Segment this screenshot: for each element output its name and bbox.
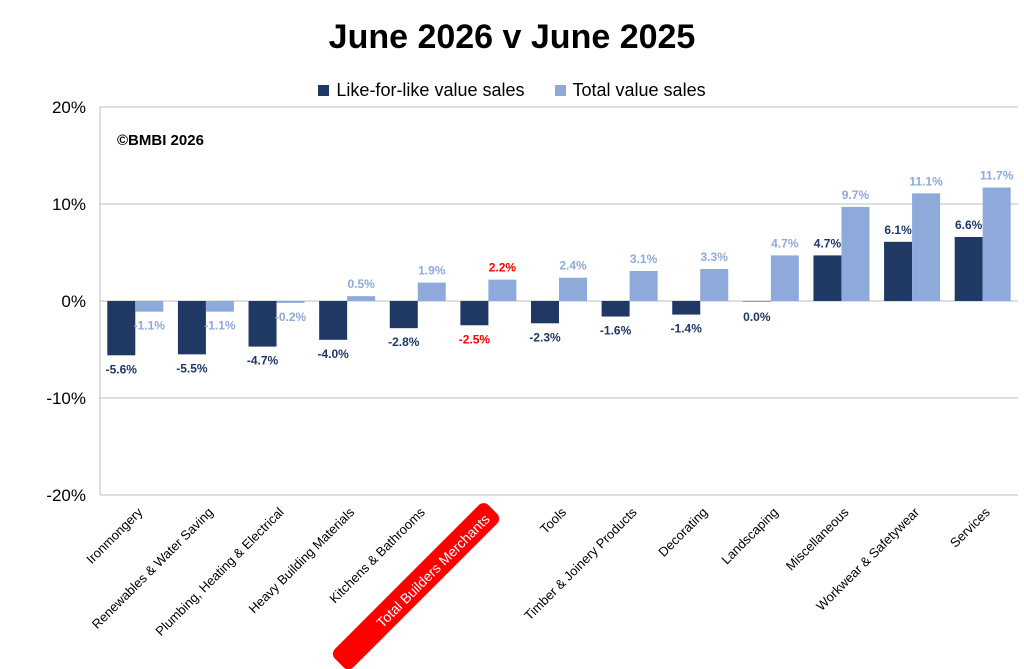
y-tick-label: 20% xyxy=(52,98,86,117)
bar-total-value xyxy=(700,268,729,301)
bar-total-value xyxy=(982,187,1011,301)
x-tick-label: Plumbing, Heating & Electrical xyxy=(152,504,286,638)
y-tick-label: 10% xyxy=(52,195,86,214)
bar-total-value xyxy=(770,255,799,301)
data-label: 11.7% xyxy=(980,169,1014,183)
data-label: -1.4% xyxy=(671,322,703,336)
copyright-text: ©BMBI 2026 xyxy=(117,132,204,149)
bar-like-for-like xyxy=(954,236,983,301)
bar-like-for-like xyxy=(248,301,277,347)
bar-total-value xyxy=(347,296,376,301)
bar-total-value xyxy=(841,206,870,301)
data-label: 6.6% xyxy=(955,218,983,232)
bar-like-for-like xyxy=(813,255,842,301)
x-tick-label: Ironmongery xyxy=(83,504,146,567)
bar-like-for-like xyxy=(884,241,913,301)
legend-label-total-value: Total value sales xyxy=(572,80,706,100)
bar-total-value xyxy=(135,301,164,312)
data-label: 2.2% xyxy=(489,261,517,275)
x-tick-label: Services xyxy=(947,504,993,550)
legend-swatch-total-value xyxy=(554,85,566,96)
data-label: -2.3% xyxy=(529,330,561,344)
bar-like-for-like xyxy=(177,301,206,355)
data-label: -4.7% xyxy=(247,354,279,368)
data-label: -5.6% xyxy=(106,362,138,376)
bar-like-for-like xyxy=(742,301,771,302)
bar-total-value xyxy=(488,279,517,301)
bar-like-for-like xyxy=(319,301,348,340)
bar-like-for-like xyxy=(460,301,489,326)
bar-like-for-like xyxy=(389,301,418,329)
data-label: -1.6% xyxy=(600,324,632,338)
data-label: 3.1% xyxy=(630,252,658,266)
x-tick-label: Total Builders Merchants xyxy=(373,511,493,631)
data-label: -2.8% xyxy=(388,335,420,349)
legend-item-like-for-like: Like-for-like value sales xyxy=(318,80,525,101)
chart-title: June 2026 v June 2025 xyxy=(328,18,696,56)
bar-like-for-like xyxy=(601,301,630,317)
bar-total-value xyxy=(912,193,941,301)
data-label: 0.0% xyxy=(743,310,771,324)
legend: Like-for-like value sales Total value sa… xyxy=(0,80,1024,101)
data-label: 11.1% xyxy=(909,174,943,188)
bar-like-for-like xyxy=(531,301,559,324)
legend-swatch-like-for-like xyxy=(318,85,330,96)
bar-total-value xyxy=(417,282,446,301)
data-label: -4.0% xyxy=(317,347,349,361)
data-label: 3.3% xyxy=(701,250,729,264)
data-label: -1.1% xyxy=(134,319,166,333)
data-label: 4.7% xyxy=(814,236,842,250)
x-tick-label: Renewables & Water Saving xyxy=(89,505,216,632)
data-label: -0.2% xyxy=(275,310,307,324)
x-tick-label: Tools xyxy=(537,504,569,536)
data-label: 4.7% xyxy=(771,236,799,250)
y-tick-label: -20% xyxy=(46,486,86,505)
bar-total-value xyxy=(276,301,305,303)
data-label: 2.4% xyxy=(559,259,587,273)
data-label: 6.1% xyxy=(884,223,912,237)
x-tick-label: Landscaping xyxy=(718,505,781,568)
data-label: 0.5% xyxy=(347,277,375,291)
data-label: -1.1% xyxy=(204,319,236,333)
highlight-badge xyxy=(332,503,500,669)
data-label: -5.5% xyxy=(176,361,208,375)
legend-label-like-for-like: Like-for-like value sales xyxy=(336,80,525,100)
data-label: 1.9% xyxy=(418,264,446,278)
x-tick-label: Miscellaneous xyxy=(783,504,852,573)
bar-like-for-like xyxy=(107,301,136,356)
bar-like-for-like xyxy=(672,301,701,315)
data-label: 9.7% xyxy=(842,188,870,202)
x-tick-label: Timber & Joinery Products xyxy=(521,504,640,623)
y-tick-label: -10% xyxy=(46,389,86,408)
legend-item-total-value: Total value sales xyxy=(554,80,706,101)
bar-total-value xyxy=(205,301,234,312)
x-tick-label: Decorating xyxy=(655,505,710,560)
data-label: -2.5% xyxy=(459,332,491,346)
y-tick-label: 0% xyxy=(61,292,86,311)
bar-total-value xyxy=(629,270,658,301)
bar-total-value xyxy=(559,277,587,301)
